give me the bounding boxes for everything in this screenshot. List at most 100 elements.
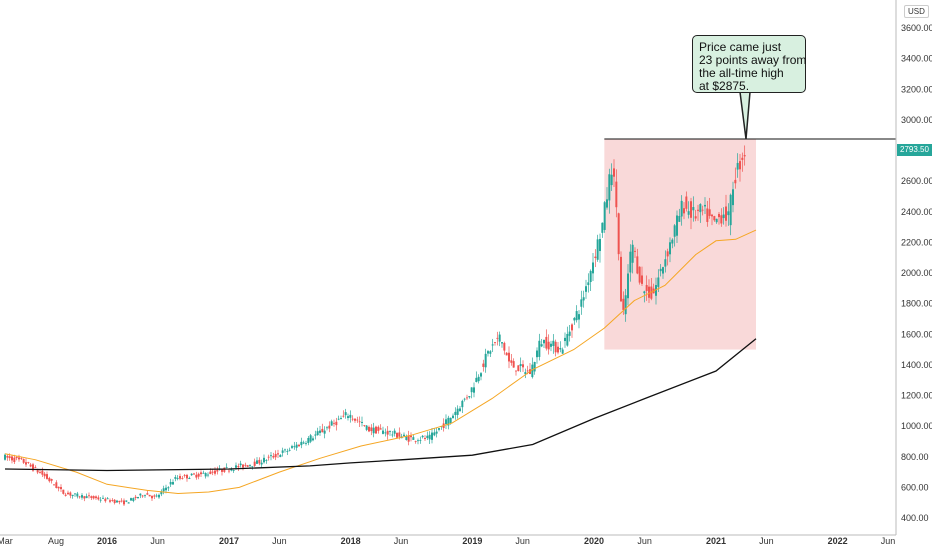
candle [293, 441, 296, 450]
candle [538, 333, 541, 361]
candle [263, 454, 265, 464]
candle [244, 462, 247, 468]
candle [172, 479, 174, 485]
y-tick-label: 800.00 [901, 452, 929, 462]
candle [39, 469, 41, 474]
candle [256, 457, 258, 464]
candle [106, 497, 109, 500]
candle [389, 430, 391, 436]
moving-average-fast-line [4, 229, 757, 495]
candle [405, 434, 408, 441]
candle [641, 266, 643, 287]
candle [575, 305, 578, 323]
candle [617, 212, 620, 261]
candle [517, 365, 520, 372]
candle [713, 215, 716, 222]
candle [363, 424, 366, 427]
candle [62, 489, 65, 495]
candle [540, 338, 543, 348]
candle [169, 478, 172, 487]
candle [638, 266, 641, 285]
candle [277, 449, 279, 459]
candle [741, 152, 744, 172]
candle [249, 464, 251, 469]
candle [620, 251, 622, 302]
candle [561, 347, 564, 355]
candle [412, 434, 415, 440]
candle [272, 452, 275, 459]
candle [491, 338, 494, 353]
currency-badge: USD [904, 5, 929, 18]
candle [123, 498, 125, 506]
y-tick-label: 2600.00 [901, 176, 932, 186]
candle [298, 443, 300, 447]
x-tick-label: 2022 [828, 536, 848, 546]
candle [606, 187, 608, 210]
candle [743, 145, 746, 166]
candle [435, 427, 438, 438]
candle [384, 428, 387, 437]
y-tick-label: 3200.00 [901, 84, 932, 94]
candle [351, 415, 354, 422]
candle [260, 459, 263, 468]
candle [477, 374, 480, 384]
candle [242, 464, 244, 471]
x-tick-label: Jun [881, 536, 896, 546]
candle [694, 209, 697, 222]
candle [246, 464, 249, 468]
candle [690, 197, 692, 230]
candle [671, 238, 674, 249]
candle [214, 467, 216, 476]
candle [158, 493, 160, 499]
candle [508, 346, 510, 369]
y-tick-label: 2000.00 [901, 268, 932, 278]
candle [232, 469, 235, 473]
candle [239, 460, 242, 468]
candle [337, 415, 340, 421]
candle [85, 493, 88, 499]
candle [258, 457, 261, 466]
highlight-box [604, 139, 756, 350]
candle [585, 279, 587, 299]
y-tick-label: 1000.00 [901, 421, 932, 431]
candle [216, 466, 219, 475]
candle [662, 266, 664, 279]
candle [183, 473, 186, 478]
candle [291, 444, 293, 450]
candle [704, 197, 706, 215]
candle [372, 422, 375, 438]
last-price-tag: 2793.50 [897, 144, 932, 156]
candle [27, 461, 30, 464]
candle [734, 167, 737, 189]
candle [456, 405, 459, 419]
candle [512, 358, 515, 368]
candle [496, 331, 499, 346]
candle [153, 494, 156, 500]
candle [615, 169, 618, 218]
candle [312, 436, 314, 442]
candle [48, 476, 51, 483]
candle [393, 428, 396, 437]
candle [482, 359, 485, 372]
candle [536, 347, 538, 364]
candle [379, 424, 382, 430]
x-tick-label: 2016 [97, 536, 117, 546]
candle [631, 240, 634, 274]
candle [685, 191, 688, 212]
candle [326, 426, 328, 431]
candle [466, 394, 468, 401]
candle [190, 473, 193, 476]
candle [116, 499, 118, 503]
annotation-line: Price came just [699, 40, 782, 54]
candle [484, 348, 487, 373]
candle [463, 397, 466, 402]
candle [200, 470, 202, 477]
candle [267, 454, 270, 461]
candle [155, 493, 158, 498]
candle [599, 233, 601, 263]
candle [545, 329, 548, 351]
candle [627, 264, 629, 306]
candle [678, 208, 681, 222]
candle [421, 434, 424, 439]
candle [587, 273, 590, 293]
